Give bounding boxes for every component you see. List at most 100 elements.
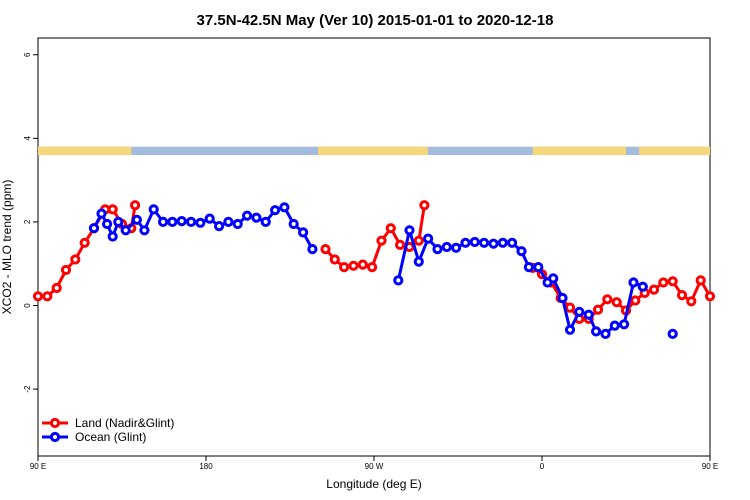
data-point	[460, 237, 471, 248]
data-point	[523, 262, 535, 273]
data-point	[60, 264, 72, 276]
land-band	[38, 146, 132, 156]
data-point	[592, 304, 604, 315]
y-tick-label: 2	[23, 219, 32, 224]
data-point	[204, 213, 215, 224]
data-point	[469, 236, 480, 248]
data-point	[51, 282, 62, 294]
data-point	[320, 244, 331, 255]
data-point	[131, 214, 142, 225]
y-tick-label: 6	[23, 52, 32, 57]
chart-title: 37.5N-42.5N May (Ver 10) 2015-01-01 to 2…	[197, 12, 554, 29]
data-point	[497, 237, 508, 248]
data-point	[704, 291, 716, 302]
data-point	[214, 221, 225, 232]
data-point	[167, 216, 178, 227]
data-point	[619, 319, 630, 330]
data-point	[158, 216, 169, 227]
data-point	[419, 200, 430, 211]
data-point	[107, 231, 118, 242]
land-band	[532, 146, 626, 156]
data-point	[602, 294, 613, 305]
data-point	[376, 235, 387, 246]
data-point	[357, 259, 368, 270]
legend-label: Land (Nadir&Glint)	[75, 416, 174, 430]
data-point	[516, 246, 527, 257]
data-point	[270, 205, 281, 216]
y-axis: -2 0 2 4 6	[23, 52, 38, 393]
data-point	[260, 216, 271, 227]
data-point	[630, 295, 641, 306]
data-point	[583, 309, 594, 320]
land-band	[318, 146, 429, 156]
data-point	[628, 277, 639, 288]
data-point	[637, 281, 648, 292]
data-point	[564, 302, 576, 313]
data-point	[479, 237, 490, 248]
series-layer	[32, 200, 716, 339]
data-point	[658, 277, 669, 288]
data-point	[130, 200, 141, 211]
data-point	[574, 306, 585, 317]
data-point	[79, 237, 90, 248]
x-axis: 90 E 180 90 W 0 90 E	[30, 456, 718, 471]
data-point	[667, 328, 678, 339]
y-tick-label: -2	[23, 385, 32, 393]
x-axis-label: Longitude (deg E)	[326, 477, 421, 491]
data-point	[139, 225, 150, 236]
data-point	[413, 256, 424, 267]
y-axis-label: XCO2 - MLO trend (ppm)	[0, 180, 14, 315]
data-point	[288, 218, 299, 230]
data-point	[533, 262, 544, 273]
data-point	[107, 204, 118, 215]
data-point	[648, 284, 660, 295]
x-tick-label: 90 E	[702, 462, 718, 471]
data-point	[385, 223, 396, 234]
data-point	[557, 292, 568, 304]
data-point	[564, 324, 576, 335]
land-band	[639, 146, 710, 156]
landmask-strip	[38, 146, 710, 156]
data-point	[102, 218, 113, 230]
data-point	[488, 238, 499, 249]
data-point	[148, 204, 159, 215]
data-point	[423, 233, 434, 244]
x-tick-label: 90 W	[365, 462, 384, 471]
data-point	[441, 241, 452, 253]
data-point	[186, 216, 197, 227]
data-point	[42, 291, 53, 302]
data-point	[609, 320, 620, 331]
data-point	[32, 291, 44, 302]
data-point	[667, 276, 678, 287]
data-point	[307, 244, 318, 255]
data-point	[88, 223, 100, 234]
data-point	[432, 244, 443, 255]
data-point	[611, 297, 622, 308]
data-point	[279, 202, 290, 213]
legend: Land (Nadir&Glint)Ocean (Glint)	[42, 416, 174, 444]
legend-marker	[49, 431, 61, 443]
data-point	[232, 218, 243, 230]
data-point	[676, 290, 688, 301]
data-point	[329, 254, 340, 265]
x-tick-label: 0	[540, 462, 545, 471]
plot-area	[37, 37, 711, 457]
data-point	[413, 235, 424, 246]
data-point	[686, 296, 697, 307]
data-point	[404, 225, 415, 236]
data-point	[251, 212, 262, 223]
data-point	[298, 227, 309, 238]
data-point	[600, 328, 611, 339]
x-tick-label: 180	[199, 462, 213, 471]
data-point	[393, 275, 404, 286]
data-point	[223, 216, 234, 227]
data-point	[451, 242, 462, 253]
y-tick-label: 4	[23, 136, 32, 141]
data-point	[176, 216, 187, 227]
data-point	[339, 262, 350, 273]
data-point	[113, 216, 124, 227]
data-point	[242, 210, 253, 221]
data-point	[506, 237, 518, 248]
data-point	[195, 217, 206, 228]
